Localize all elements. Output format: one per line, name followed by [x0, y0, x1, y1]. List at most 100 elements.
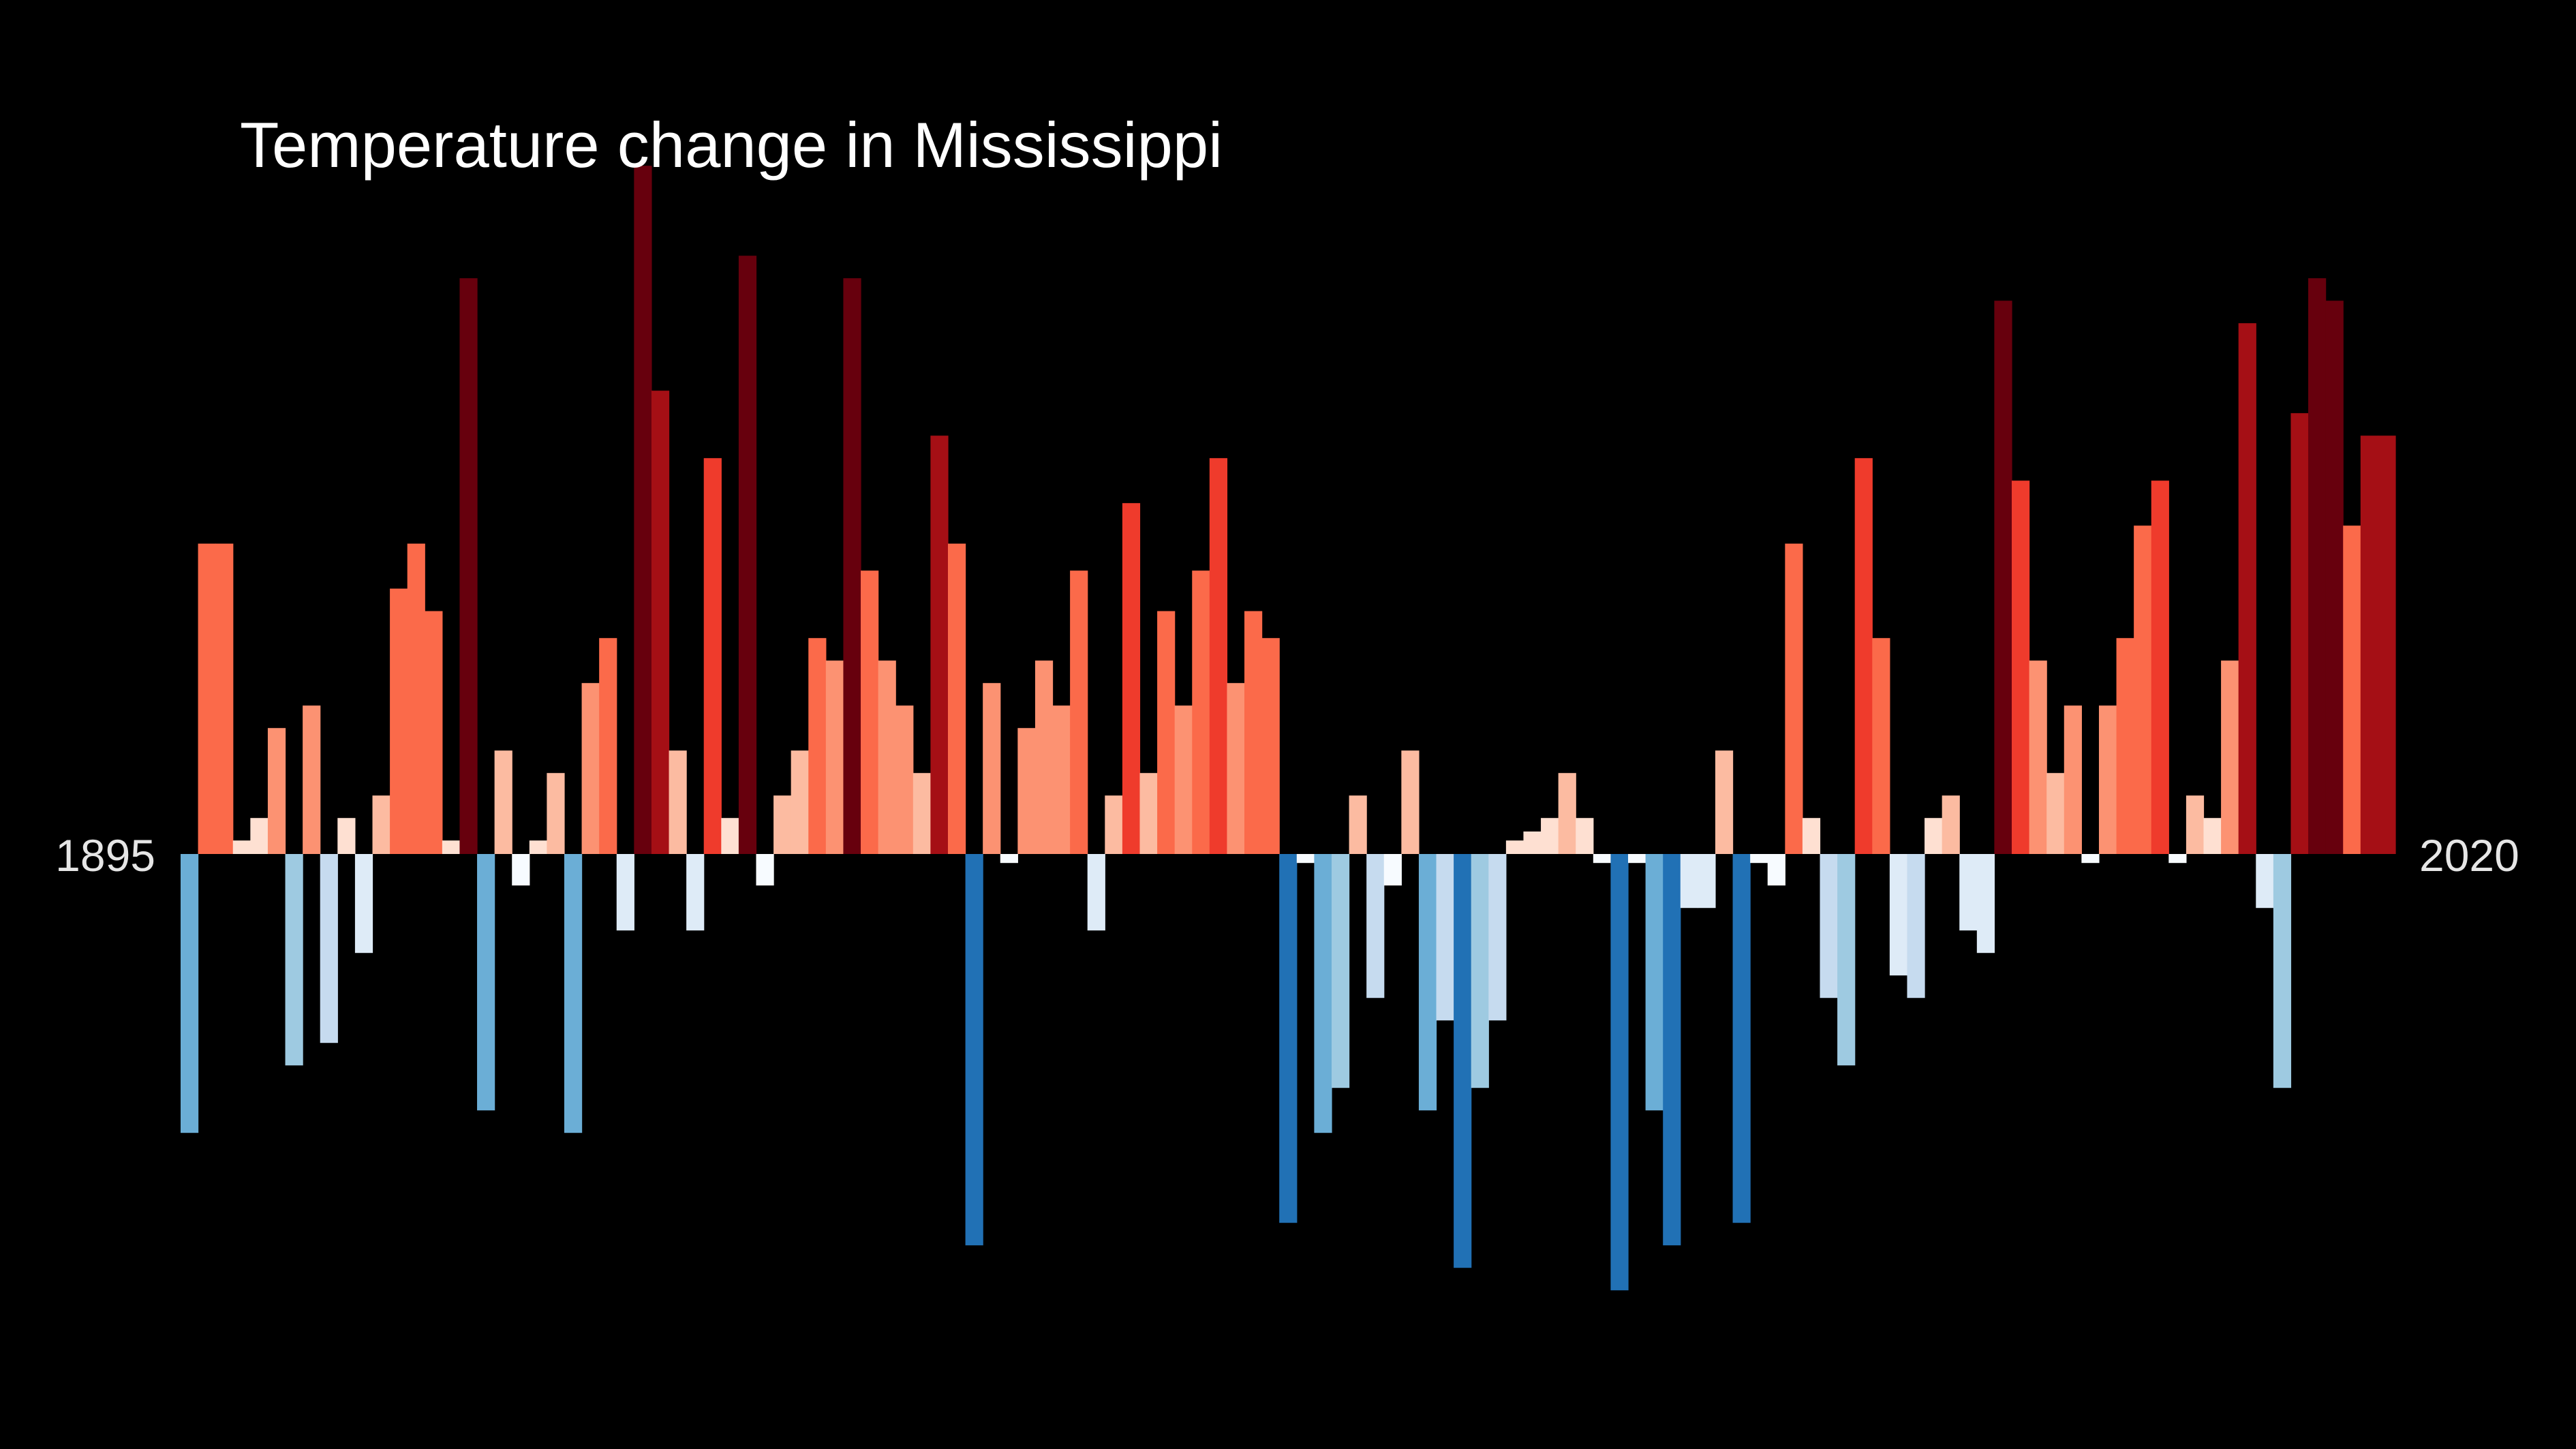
bar-1943: [1017, 728, 1036, 854]
bar-1992: [1872, 638, 1890, 854]
bar-1966: [1418, 854, 1437, 1111]
bar-1925: [703, 458, 722, 854]
bar-1994: [1907, 854, 1925, 998]
bar-1897: [215, 543, 234, 854]
bar-1922: [651, 391, 670, 854]
bar-1917: [564, 854, 583, 1133]
bar-2000: [2012, 481, 2030, 854]
bar-1896: [198, 543, 216, 854]
end-year-label: 2020: [2419, 830, 2519, 881]
bar-1906: [372, 795, 390, 854]
bar-1909: [425, 611, 443, 854]
bar-1978: [1628, 854, 1646, 864]
bar-1960: [1314, 854, 1332, 1133]
bar-1936: [895, 705, 914, 854]
bar-1993: [1889, 854, 1908, 976]
bar-1916: [547, 773, 565, 854]
bar-1901: [285, 854, 303, 1066]
bar-1990: [1837, 854, 1856, 1066]
bar-1937: [913, 773, 931, 854]
bar-1939: [947, 543, 966, 854]
bar-1975: [1576, 818, 1594, 854]
bar-1981: [1680, 854, 1698, 909]
bar-1985: [1750, 854, 1768, 864]
bar-1996: [1942, 795, 1960, 854]
bar-1898: [232, 840, 251, 854]
bar-1948: [1105, 795, 1123, 854]
bar-1989: [1820, 854, 1838, 998]
bar-1958: [1279, 854, 1298, 1223]
bar-1919: [599, 638, 617, 854]
start-year-label: 1895: [55, 830, 155, 881]
bar-1950: [1139, 773, 1158, 854]
bar-1934: [861, 570, 879, 854]
bar-2013: [2238, 323, 2256, 854]
bar-1913: [494, 750, 512, 854]
bar-1979: [1645, 854, 1663, 1111]
bar-1910: [442, 840, 461, 854]
bar-1976: [1593, 854, 1612, 864]
bar-1929: [773, 795, 792, 854]
bar-1924: [686, 854, 705, 931]
bar-2002: [2046, 773, 2065, 854]
bar-1903: [320, 854, 338, 1043]
bar-1986: [1767, 854, 1785, 886]
bars-group: [181, 166, 2396, 1291]
bar-1912: [477, 854, 495, 1111]
bar-1923: [669, 750, 687, 854]
bar-1938: [930, 436, 949, 854]
bar-2006: [2116, 638, 2134, 854]
bar-1920: [616, 854, 634, 931]
bar-1957: [1261, 638, 1280, 854]
bar-1959: [1296, 854, 1315, 864]
bar-2021: [2378, 436, 2396, 854]
bar-1953: [1192, 570, 1210, 854]
bar-1956: [1244, 611, 1263, 854]
bar-1927: [738, 256, 757, 854]
bar-1940: [965, 854, 983, 1246]
bar-1942: [1000, 854, 1018, 864]
bar-1977: [1610, 854, 1629, 1291]
bar-1899: [250, 818, 269, 854]
bar-1988: [1802, 818, 1821, 854]
bar-2015: [2273, 854, 2292, 1088]
bar-1971: [1505, 840, 1524, 854]
bar-1930: [791, 750, 809, 854]
bar-1991: [1854, 458, 1873, 854]
bar-1951: [1157, 611, 1176, 854]
bar-1915: [529, 840, 547, 854]
bar-1984: [1732, 854, 1751, 1223]
bar-1999: [1994, 301, 2012, 854]
bar-1962: [1349, 795, 1367, 854]
bar-2017: [2308, 278, 2327, 854]
bar-1970: [1488, 854, 1507, 1021]
bar-2004: [2081, 854, 2100, 864]
bar-1908: [407, 543, 425, 854]
bar-1997: [1959, 854, 1978, 931]
bar-1955: [1227, 683, 1245, 854]
bar-1931: [808, 638, 827, 854]
bar-2014: [2256, 854, 2274, 909]
bar-1995: [1925, 818, 1943, 854]
bar-1945: [1052, 705, 1071, 854]
bar-1944: [1034, 660, 1054, 854]
bar-1902: [303, 705, 321, 854]
bar-1965: [1401, 750, 1420, 854]
bar-1952: [1174, 705, 1193, 854]
bar-2016: [2290, 413, 2309, 854]
bar-1969: [1471, 854, 1489, 1088]
bar-2007: [2134, 525, 2152, 854]
bar-1967: [1436, 854, 1454, 1021]
bar-1980: [1663, 854, 1681, 1246]
bar-1932: [825, 660, 844, 854]
bar-1973: [1541, 818, 1559, 854]
bar-1914: [512, 854, 530, 886]
bar-2001: [2029, 660, 2047, 854]
bar-2018: [2325, 301, 2344, 854]
bar-1933: [843, 278, 861, 854]
bar-1987: [1785, 543, 1803, 854]
bar-2012: [2221, 660, 2239, 854]
